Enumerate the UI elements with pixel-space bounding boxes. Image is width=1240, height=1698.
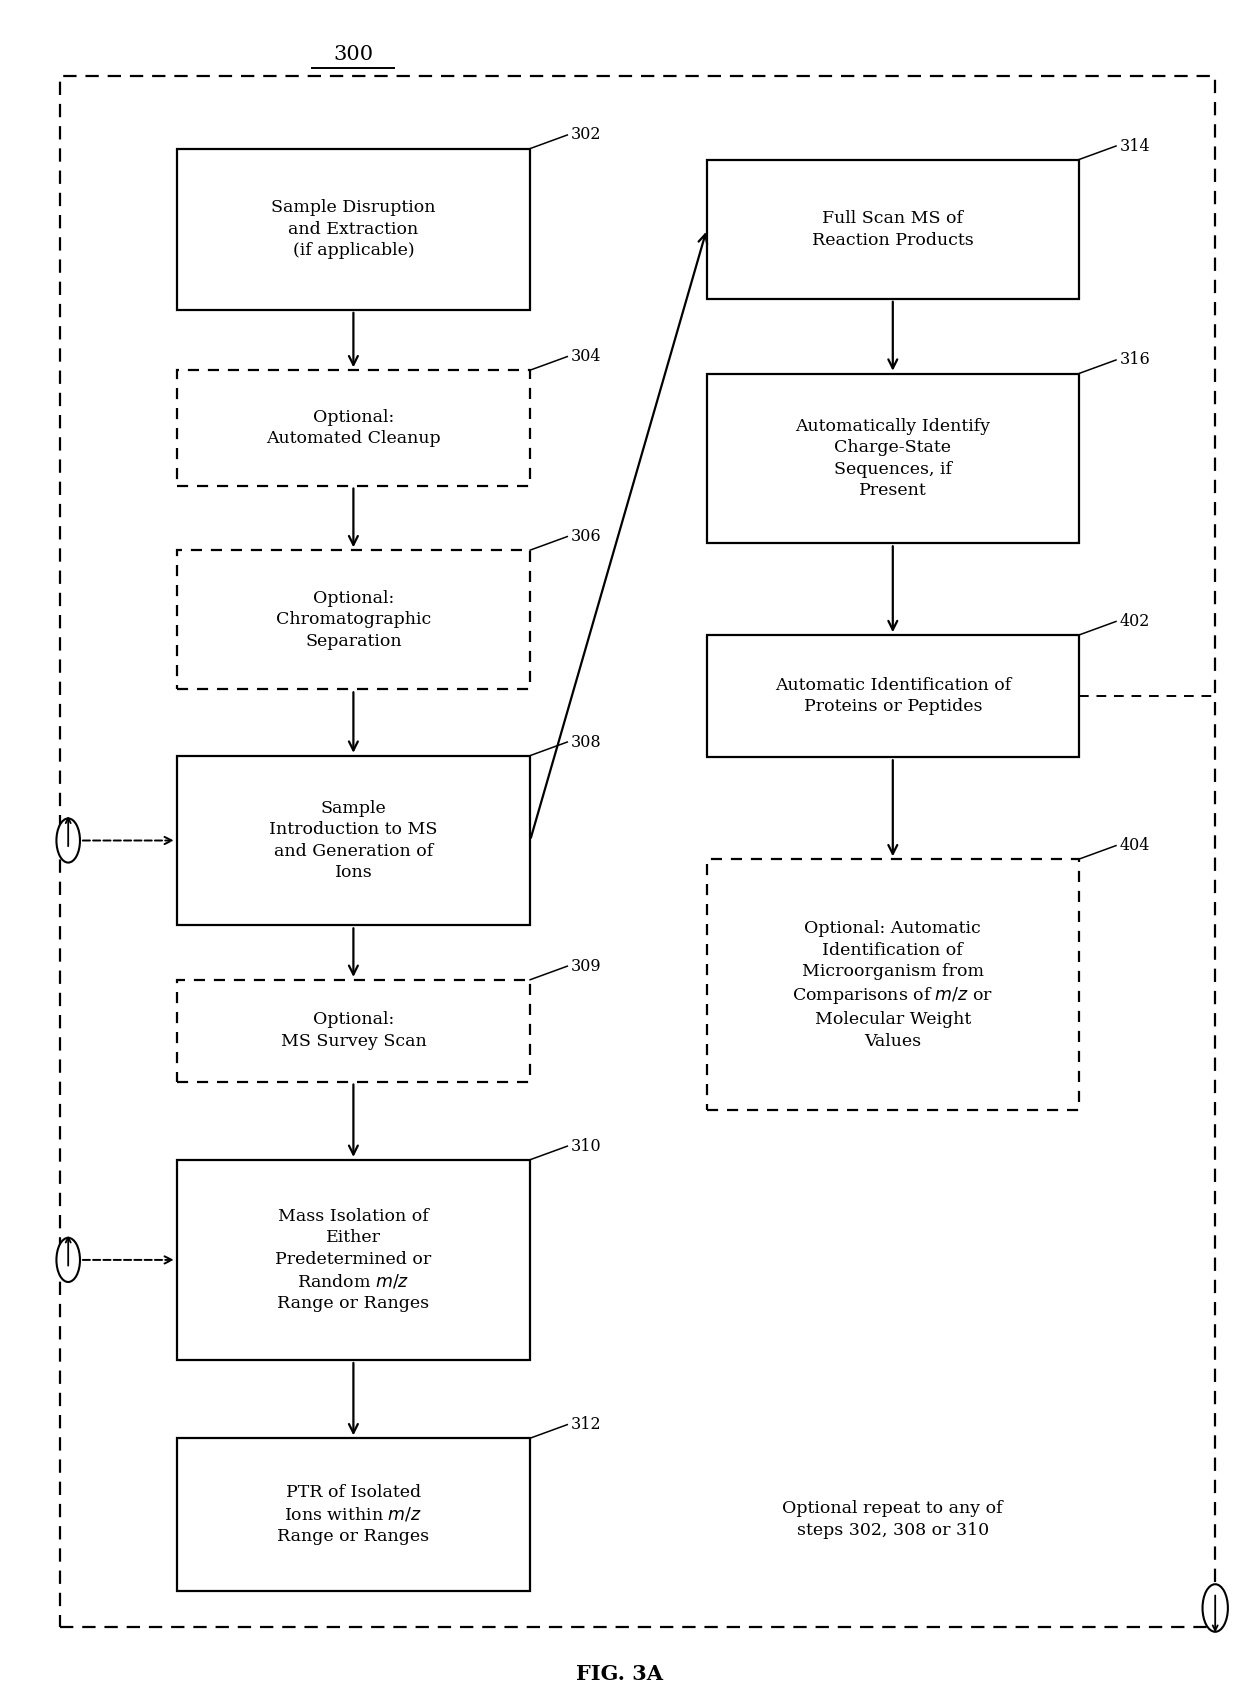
Text: Optional repeat to any of
steps 302, 308 or 310: Optional repeat to any of steps 302, 308…: [782, 1499, 1003, 1540]
Text: 302: 302: [570, 126, 601, 144]
FancyBboxPatch shape: [707, 374, 1079, 543]
FancyBboxPatch shape: [176, 980, 531, 1082]
FancyBboxPatch shape: [707, 635, 1079, 757]
FancyBboxPatch shape: [176, 370, 531, 486]
Text: 316: 316: [1120, 351, 1151, 368]
Text: 314: 314: [1120, 138, 1151, 155]
Text: Sample
Introduction to MS
and Generation of
Ions: Sample Introduction to MS and Generation…: [269, 800, 438, 881]
Text: Automatically Identify
Charge-State
Sequences, if
Present: Automatically Identify Charge-State Sequ…: [795, 418, 991, 499]
Text: Optional:
MS Survey Scan: Optional: MS Survey Scan: [280, 1012, 427, 1049]
FancyBboxPatch shape: [176, 1438, 531, 1591]
Text: 309: 309: [570, 958, 601, 975]
Text: Automatic Identification of
Proteins or Peptides: Automatic Identification of Proteins or …: [775, 678, 1011, 715]
Text: 306: 306: [570, 528, 601, 545]
Text: Mass Isolation of
Either
Predetermined or
Random $\it{m/z}$
Range or Ranges: Mass Isolation of Either Predetermined o…: [275, 1207, 432, 1313]
Text: Optional:
Automated Cleanup: Optional: Automated Cleanup: [267, 409, 440, 447]
FancyBboxPatch shape: [176, 1160, 531, 1360]
Text: PTR of Isolated
Ions within $\it{m/z}$
Range or Ranges: PTR of Isolated Ions within $\it{m/z}$ R…: [278, 1484, 429, 1545]
Text: Sample Disruption
and Extraction
(if applicable): Sample Disruption and Extraction (if app…: [272, 199, 435, 260]
Text: 310: 310: [570, 1138, 601, 1155]
Text: Optional: Automatic
Identification of
Microorganism from
Comparisons of $\it{m/z: Optional: Automatic Identification of Mi…: [792, 920, 993, 1049]
FancyBboxPatch shape: [176, 149, 531, 311]
Text: 312: 312: [570, 1416, 601, 1433]
Ellipse shape: [1203, 1584, 1228, 1632]
Text: 300: 300: [334, 44, 373, 65]
Text: 402: 402: [1120, 613, 1149, 630]
FancyBboxPatch shape: [707, 859, 1079, 1110]
Text: FIG. 3A: FIG. 3A: [577, 1664, 663, 1684]
Ellipse shape: [57, 1238, 79, 1282]
FancyBboxPatch shape: [176, 550, 531, 689]
Text: 304: 304: [570, 348, 601, 365]
Ellipse shape: [57, 818, 79, 863]
FancyBboxPatch shape: [707, 160, 1079, 299]
Text: 404: 404: [1120, 837, 1149, 854]
Text: 308: 308: [570, 734, 601, 751]
Text: Full Scan MS of
Reaction Products: Full Scan MS of Reaction Products: [812, 211, 973, 248]
Text: Optional:
Chromatographic
Separation: Optional: Chromatographic Separation: [275, 589, 432, 650]
FancyBboxPatch shape: [176, 756, 531, 925]
